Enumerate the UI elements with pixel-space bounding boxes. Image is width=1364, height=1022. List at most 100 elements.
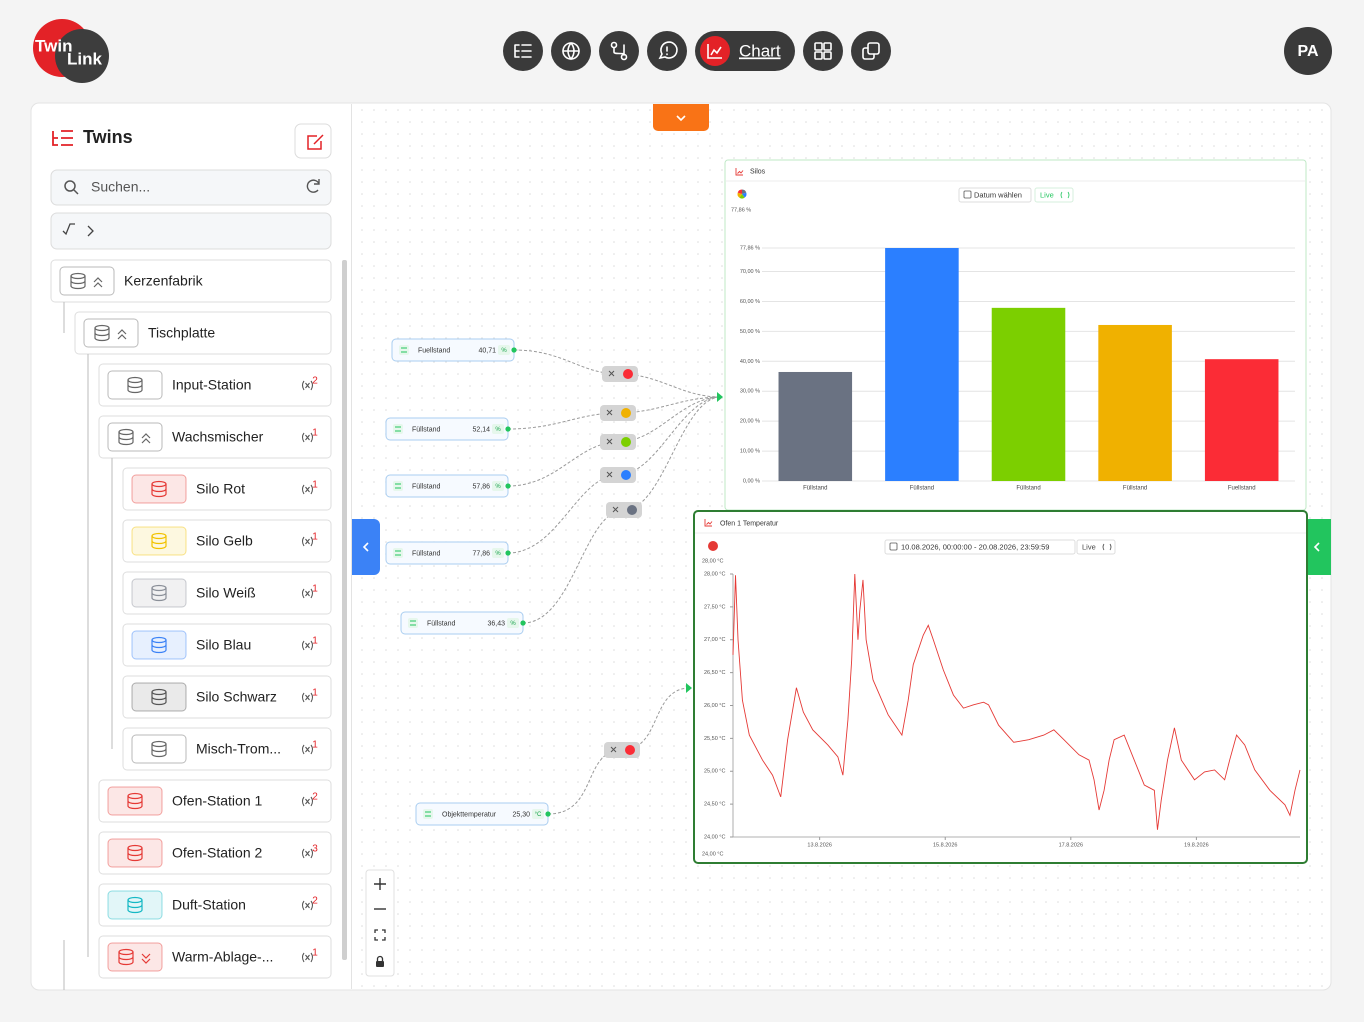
tree-row: [98, 883, 332, 927]
avatar[interactable]: [1284, 27, 1332, 75]
bar: [778, 371, 853, 481]
tree-item[interactable]: Warm-Ablage-... 1: [98, 935, 332, 979]
tree-icon-box: [107, 422, 163, 452]
tree-item[interactable]: Ofen-Station 1 2: [98, 779, 332, 823]
node-handle: [505, 550, 511, 556]
legend-wedge: [737, 192, 742, 198]
tree-icon: [118, 432, 134, 446]
edge-control[interactable]: [600, 434, 636, 450]
y-tick-label: 24,00 °C: [704, 834, 725, 840]
edge: [507, 396, 722, 554]
tree-row: [122, 467, 332, 511]
tree-icon: [151, 692, 167, 706]
tree-item[interactable]: Duft-Station 2: [98, 883, 332, 927]
tree-item[interactable]: Ofen-Station 2 3: [98, 831, 332, 875]
nav-circle: [851, 31, 891, 71]
tree-item[interactable]: Input-Station 2: [98, 363, 332, 407]
tree-count: 2: [312, 792, 318, 803]
calendar-icon: [963, 190, 972, 199]
date-button[interactable]: [884, 539, 1076, 555]
left-toggle[interactable]: [352, 519, 380, 575]
node-icon: [393, 424, 403, 434]
tree-item[interactable]: Misch-Trom... 1: [122, 727, 332, 771]
node-handle: [505, 426, 511, 432]
edge-delete: [606, 409, 613, 416]
node-handle: [511, 347, 517, 353]
bar: [1204, 359, 1279, 481]
tree-item[interactable]: Silo Blau 1: [122, 623, 332, 667]
bar-chart-card: Silos Datum wählen Live 77,86 % 0,00 % 10,00 …: [724, 159, 1307, 511]
tree-item[interactable]: Silo Rot 1: [122, 467, 332, 511]
logo-dark: [55, 29, 109, 83]
twins-icon: [52, 130, 73, 146]
sensor-node[interactable]: Füllstand 36,43%: [400, 611, 526, 635]
tree-count: 1: [312, 636, 318, 647]
sensor-node[interactable]: Füllstand 57,86%: [385, 474, 511, 498]
sensor-node[interactable]: Objekttemperatur 25,30 °C: [415, 802, 551, 826]
tree-item[interactable]: Kerzenfabrik: [50, 259, 332, 303]
tree-label: Silo Rot: [196, 481, 245, 497]
tree-count: 1: [312, 480, 318, 491]
nav-button[interactable]: [599, 31, 639, 71]
nav-chart-button[interactable]: Chart: [695, 31, 795, 71]
tree-row: [98, 831, 332, 875]
tree-label: Warm-Ablage-...: [172, 949, 273, 965]
node-icon: [425, 811, 431, 817]
tree-row: [74, 311, 332, 355]
legend-wedge: [739, 194, 745, 199]
avatar-initials: PA: [1297, 43, 1318, 60]
sensor-node[interactable]: Füllstand 77,86%: [385, 541, 511, 565]
tree-item[interactable]: Silo Gelb 1: [122, 519, 332, 563]
node-label: Fuellstand: [418, 347, 450, 354]
nav-button[interactable]: [647, 31, 687, 71]
zoom-in[interactable]: [374, 878, 386, 890]
y-tick-label: 50,00 %: [740, 329, 760, 335]
y-tick-label: 25,50 °C: [704, 736, 725, 742]
tree-icon-box: [59, 266, 115, 296]
tree-item[interactable]: Silo Schwarz 1: [122, 675, 332, 719]
tree-item[interactable]: Silo Weiß 1: [122, 571, 332, 615]
tree: Kerzenfabrik Tischplatte Input-Station 2 Wac…: [50, 259, 332, 990]
edge-control[interactable]: [606, 502, 642, 518]
live-button[interactable]: [1034, 187, 1074, 203]
scrollbar: [342, 260, 347, 960]
variable-icon: [301, 380, 314, 391]
edge-color: [627, 505, 637, 515]
node-unit-badge: [492, 481, 504, 491]
node-label: Füllstand: [412, 550, 441, 557]
top-tab[interactable]: [653, 104, 709, 131]
sensor-node[interactable]: Fuellstand 40,71%: [391, 338, 517, 362]
right-toggle[interactable]: [1303, 519, 1331, 575]
y-tick-label: 10,00 %: [740, 449, 760, 455]
nav-icon: [814, 42, 823, 51]
nav-button[interactable]: [503, 31, 543, 71]
variable-icon: [301, 692, 314, 703]
nav-button[interactable]: [851, 31, 891, 71]
node-label: Füllstand: [412, 483, 441, 490]
date-button-label: Datum wählen: [974, 190, 1022, 199]
sensor-node[interactable]: Füllstand 52,14%: [385, 417, 511, 441]
edit-button[interactable]: [294, 123, 332, 159]
lock[interactable]: [376, 961, 384, 967]
node-handle: [545, 811, 551, 817]
edge-control[interactable]: [600, 405, 636, 421]
tree-count: 2: [312, 376, 318, 387]
search-box[interactable]: [50, 169, 332, 206]
nav-button[interactable]: [551, 31, 591, 71]
search-placeholder: Suchen...: [91, 179, 150, 195]
live-button[interactable]: [1076, 539, 1116, 555]
node-unit: °C: [535, 812, 542, 818]
variable-icon: [301, 744, 314, 755]
legend-label: 77,86 %: [731, 207, 751, 213]
edge-control[interactable]: [604, 742, 640, 758]
tree-item[interactable]: Tischplatte: [74, 311, 332, 355]
date-button[interactable]: [958, 187, 1032, 203]
tree-item[interactable]: Wachsmischer 1: [98, 415, 332, 459]
y-tick-label: 30,00 %: [740, 389, 760, 395]
node-icon: [399, 345, 409, 355]
edge-control[interactable]: [600, 467, 636, 483]
nav-button[interactable]: [803, 31, 843, 71]
edge-control[interactable]: [602, 366, 638, 382]
fit-view[interactable]: [374, 929, 386, 941]
tree-icon-box: [131, 734, 187, 764]
